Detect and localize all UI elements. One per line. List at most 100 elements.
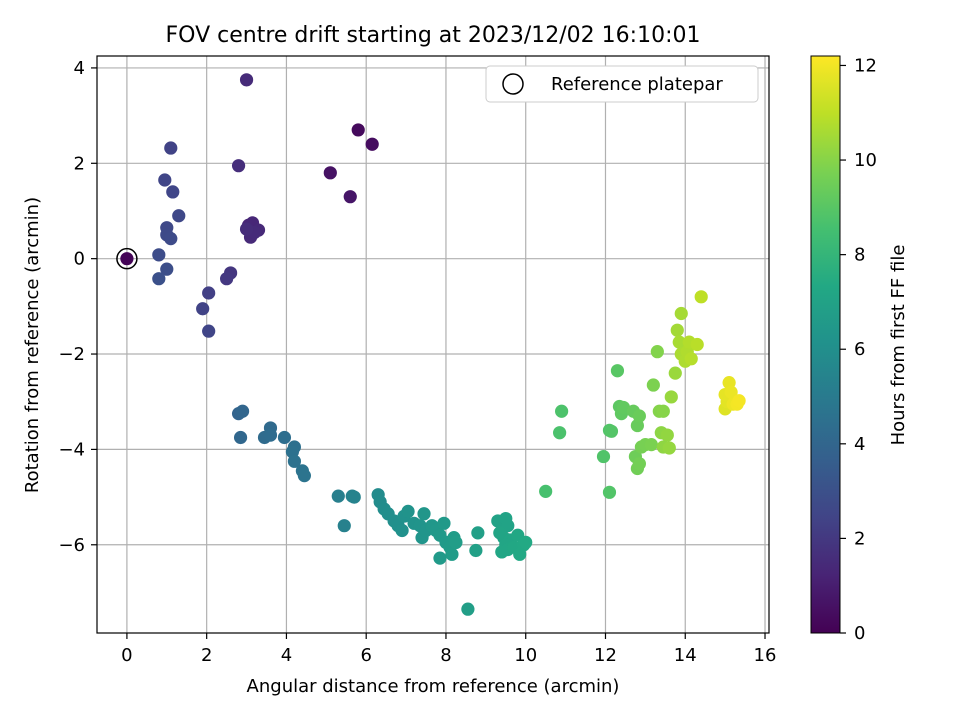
data-point <box>277 430 292 445</box>
data-point <box>347 490 361 504</box>
data-point <box>220 272 234 286</box>
data-point <box>120 252 134 266</box>
x-axis-ticks: 0 2 4 6 8 10 12 14 16 <box>121 633 776 666</box>
data-point <box>202 324 216 338</box>
colorbar-frame <box>810 55 841 634</box>
data-point <box>235 404 250 418</box>
data-point <box>539 484 553 498</box>
data-point <box>684 352 698 366</box>
grid <box>97 56 769 633</box>
colorbar-ticks: 0 2 4 6 8 10 12 <box>840 55 877 644</box>
x-tick-label: 6 <box>360 645 371 666</box>
y-tick-label: 0 <box>74 249 85 270</box>
y-tick-label: −2 <box>58 344 85 365</box>
data-point <box>433 551 447 565</box>
data-point <box>297 469 311 483</box>
data-point <box>202 286 216 300</box>
plot-area <box>97 56 769 633</box>
data-point <box>732 394 746 408</box>
data-point <box>555 404 569 418</box>
data-point <box>644 438 658 452</box>
data-point <box>602 485 617 499</box>
data-point <box>461 602 475 616</box>
legend-marker-reference <box>502 73 524 95</box>
data-point <box>724 385 738 399</box>
data-point <box>152 272 166 286</box>
data-point <box>650 345 664 359</box>
data-point <box>664 390 678 404</box>
data-point <box>660 428 674 442</box>
data-point <box>616 400 631 415</box>
data-point <box>337 519 351 533</box>
x-tick-label: 14 <box>674 645 697 666</box>
data-point <box>445 547 459 561</box>
legend-box <box>485 65 759 103</box>
colorbar-tick-label: 0 <box>854 623 865 644</box>
colorbar-gradient <box>811 56 840 633</box>
data-point <box>196 302 210 316</box>
legend: Reference platepar <box>485 65 759 103</box>
data-point <box>610 364 625 378</box>
chart-title: FOV centre drift starting at 2023/12/02 … <box>166 23 701 48</box>
data-point <box>158 173 172 187</box>
colorbar-label: Hours from first FF file <box>888 245 909 446</box>
data-point <box>632 457 646 471</box>
x-tick-label: 8 <box>440 645 451 666</box>
data-point <box>331 489 345 503</box>
x-axis-label: Angular distance from reference (arcmin) <box>247 676 620 697</box>
reference-marker-layer <box>116 247 138 270</box>
data-point <box>160 262 174 276</box>
legend-label-reference: Reference platepar <box>551 74 723 95</box>
x-tick-label: 2 <box>201 645 212 666</box>
x-tick-label: 0 <box>121 645 132 666</box>
data-point <box>152 248 166 262</box>
y-axis-label: Rotation from reference (arcmin) <box>22 197 43 493</box>
y-tick-label: −4 <box>58 439 85 460</box>
data-point <box>263 428 278 442</box>
data-point <box>164 232 178 246</box>
data-point <box>449 535 463 549</box>
colorbar-tick-label: 8 <box>854 245 865 266</box>
data-point <box>519 535 533 549</box>
data-point <box>351 123 365 137</box>
data-point <box>646 378 660 392</box>
x-tick-label: 12 <box>594 645 617 666</box>
data-point <box>469 543 483 558</box>
data-point <box>233 430 248 445</box>
colorbar-tick-label: 10 <box>854 150 877 171</box>
data-point <box>690 337 704 352</box>
data-point <box>172 209 186 223</box>
data-point <box>343 190 357 204</box>
colorbar-tick-label: 12 <box>854 55 877 76</box>
data-point <box>632 409 646 423</box>
data-point <box>674 306 688 321</box>
data-point <box>670 323 684 337</box>
data-point <box>231 159 246 173</box>
y-tick-label: 4 <box>74 58 85 79</box>
data-point <box>596 449 611 464</box>
data-point <box>166 185 180 199</box>
data-point <box>656 404 670 418</box>
data-point <box>323 166 337 180</box>
data-point <box>662 441 676 455</box>
scatter-points <box>120 73 746 616</box>
data-point <box>553 426 567 440</box>
data-point <box>365 137 379 151</box>
data-point <box>401 504 415 519</box>
x-tick-label: 16 <box>754 645 777 666</box>
colorbar-tick-label: 2 <box>854 528 865 549</box>
data-point <box>672 335 686 349</box>
x-tick-label: 10 <box>514 645 537 666</box>
data-point <box>164 141 178 155</box>
y-tick-label: 2 <box>74 153 85 174</box>
data-point <box>694 290 708 304</box>
plot-frame <box>96 55 770 634</box>
x-tick-label: 4 <box>281 645 292 666</box>
data-point <box>417 507 431 521</box>
y-tick-label: −6 <box>58 535 85 556</box>
data-point <box>471 526 485 540</box>
data-point <box>395 523 409 538</box>
colorbar: 0 2 4 6 8 10 12 Hours from first FF file <box>810 55 909 644</box>
